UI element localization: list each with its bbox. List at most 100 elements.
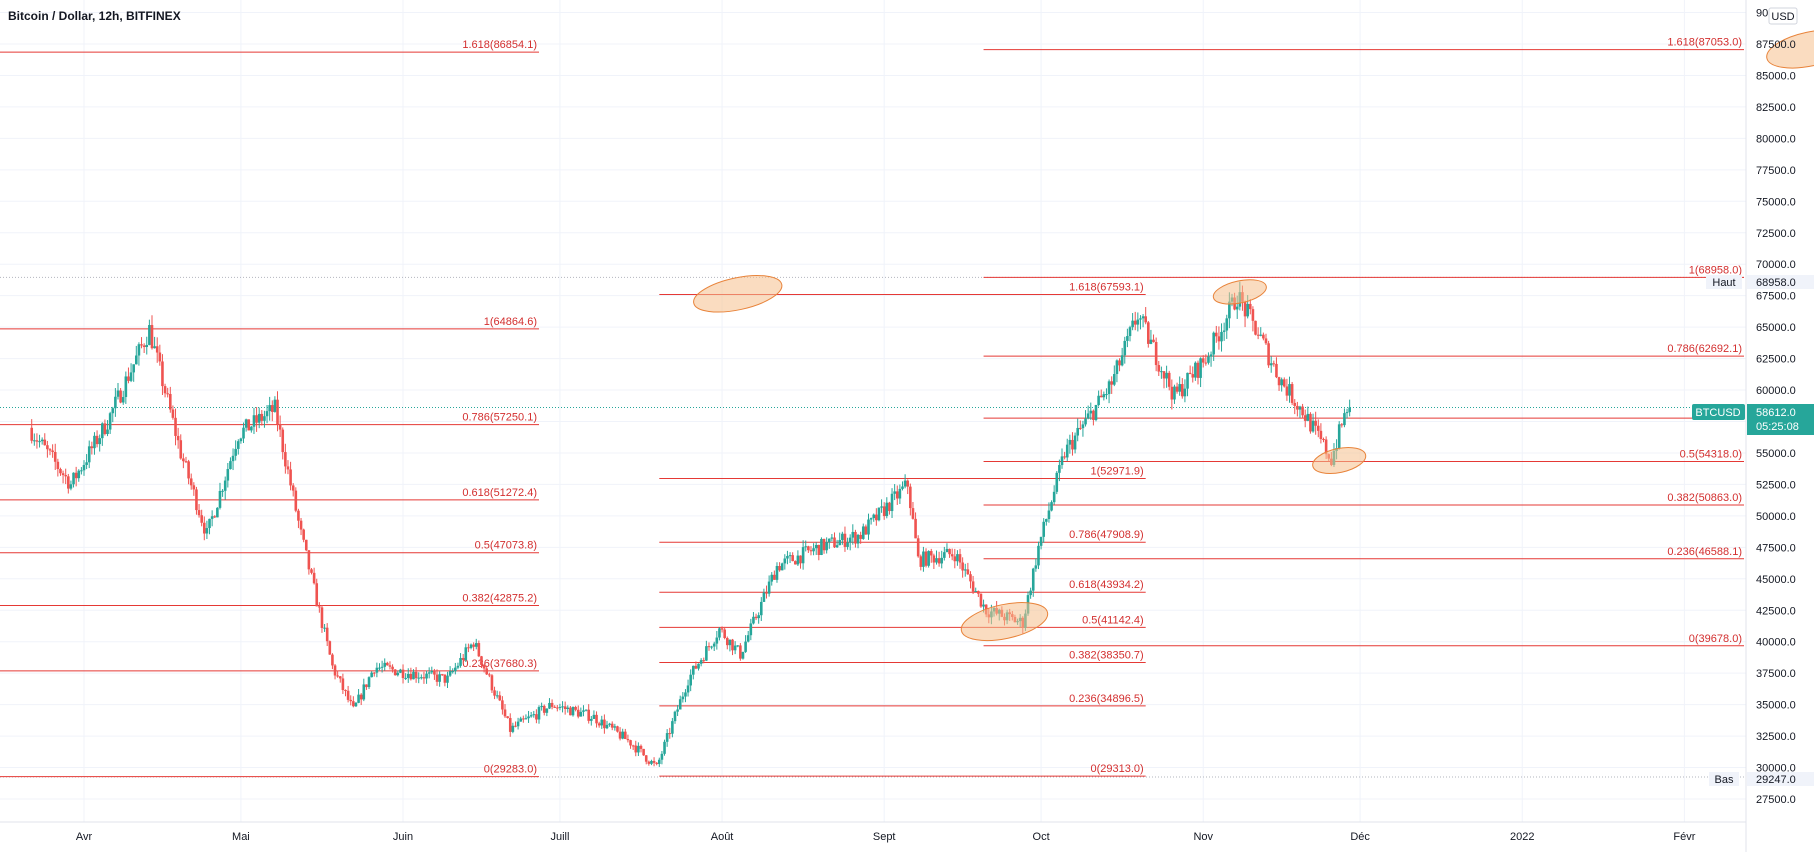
candle[interactable] <box>550 699 554 710</box>
candle[interactable] <box>1149 329 1153 345</box>
candle[interactable] <box>1081 420 1085 437</box>
candle[interactable] <box>35 433 39 449</box>
candle[interactable] <box>320 605 324 633</box>
candle[interactable] <box>498 691 502 702</box>
candle[interactable] <box>278 415 282 438</box>
candle[interactable] <box>127 367 130 384</box>
candle[interactable] <box>725 636 729 650</box>
candle[interactable] <box>1133 311 1137 331</box>
candle[interactable] <box>1068 434 1072 454</box>
candle[interactable] <box>579 707 583 717</box>
candle[interactable] <box>1144 307 1147 325</box>
candle[interactable] <box>872 513 876 522</box>
candle[interactable] <box>516 717 520 730</box>
candle[interactable] <box>1092 409 1095 426</box>
candle[interactable] <box>501 696 504 715</box>
candle[interactable] <box>375 662 379 678</box>
candle[interactable] <box>689 669 692 692</box>
candle[interactable] <box>909 483 912 516</box>
candle[interactable] <box>414 667 418 683</box>
candle[interactable] <box>184 456 188 464</box>
candle[interactable] <box>1298 405 1302 418</box>
candle[interactable] <box>634 740 638 757</box>
candle[interactable] <box>854 529 857 548</box>
candle[interactable] <box>187 459 190 485</box>
candle[interactable] <box>273 396 277 413</box>
candle[interactable] <box>213 515 217 519</box>
candle[interactable] <box>1139 315 1142 330</box>
candle[interactable] <box>1272 360 1276 367</box>
candle[interactable] <box>723 626 726 640</box>
candle[interactable] <box>338 675 342 683</box>
candle[interactable] <box>331 653 334 670</box>
candle[interactable] <box>644 755 648 765</box>
candle[interactable] <box>420 674 423 680</box>
candle[interactable] <box>739 643 742 661</box>
candle[interactable] <box>809 546 813 556</box>
candle[interactable] <box>712 641 716 652</box>
candle[interactable] <box>158 344 162 366</box>
candle[interactable] <box>252 407 256 435</box>
candle[interactable] <box>932 553 936 570</box>
candle[interactable] <box>179 434 183 460</box>
candle[interactable] <box>477 640 481 658</box>
candle[interactable] <box>495 690 499 699</box>
candle[interactable] <box>255 407 258 432</box>
candle[interactable] <box>600 715 604 729</box>
candle[interactable] <box>754 613 758 621</box>
candle[interactable] <box>556 705 559 712</box>
candle[interactable] <box>33 433 36 446</box>
candle[interactable] <box>1120 347 1124 367</box>
candle[interactable] <box>1115 359 1119 383</box>
candle[interactable] <box>490 674 494 693</box>
candle[interactable] <box>1165 365 1168 388</box>
candle[interactable] <box>43 433 47 446</box>
candle[interactable] <box>1343 408 1346 428</box>
candle[interactable] <box>812 543 815 556</box>
candle[interactable] <box>882 502 886 520</box>
candle[interactable] <box>624 728 627 740</box>
candle[interactable] <box>242 422 245 444</box>
candle[interactable] <box>817 544 821 561</box>
candle[interactable] <box>46 440 49 458</box>
candle[interactable] <box>372 672 376 677</box>
candle[interactable] <box>281 427 285 460</box>
candle[interactable] <box>759 597 763 622</box>
candle[interactable] <box>639 744 643 753</box>
currency-button-label[interactable]: USD <box>1771 11 1794 23</box>
candle[interactable] <box>691 665 695 680</box>
candle[interactable] <box>93 432 96 455</box>
candle[interactable] <box>940 550 944 569</box>
candle[interactable] <box>454 662 457 675</box>
candle[interactable] <box>197 504 201 518</box>
candle[interactable] <box>1126 328 1129 348</box>
candle[interactable] <box>561 701 564 713</box>
candle[interactable] <box>205 520 209 539</box>
candle[interactable] <box>72 472 75 488</box>
candle[interactable] <box>1220 323 1223 352</box>
candle[interactable] <box>359 693 363 706</box>
candle[interactable] <box>963 563 967 577</box>
candle[interactable] <box>137 342 141 366</box>
candle[interactable] <box>1348 399 1351 417</box>
candle[interactable] <box>1037 541 1040 570</box>
candle[interactable] <box>1157 360 1161 376</box>
candle[interactable] <box>804 540 808 552</box>
candle[interactable] <box>1063 451 1066 460</box>
candle[interactable] <box>1029 587 1032 599</box>
candle[interactable] <box>1178 376 1181 396</box>
candle[interactable] <box>647 760 651 766</box>
candle[interactable] <box>263 410 266 428</box>
candle[interactable] <box>762 588 766 602</box>
candle[interactable] <box>208 518 211 535</box>
candle[interactable] <box>906 479 910 495</box>
candle[interactable] <box>749 618 753 641</box>
candlestick-series[interactable] <box>30 281 1351 767</box>
candle[interactable] <box>684 689 687 703</box>
candle[interactable] <box>268 396 271 421</box>
candle[interactable] <box>877 507 881 522</box>
candle[interactable] <box>119 388 122 404</box>
candle[interactable] <box>1194 361 1197 381</box>
candle[interactable] <box>101 422 104 446</box>
candle[interactable] <box>1136 312 1140 332</box>
